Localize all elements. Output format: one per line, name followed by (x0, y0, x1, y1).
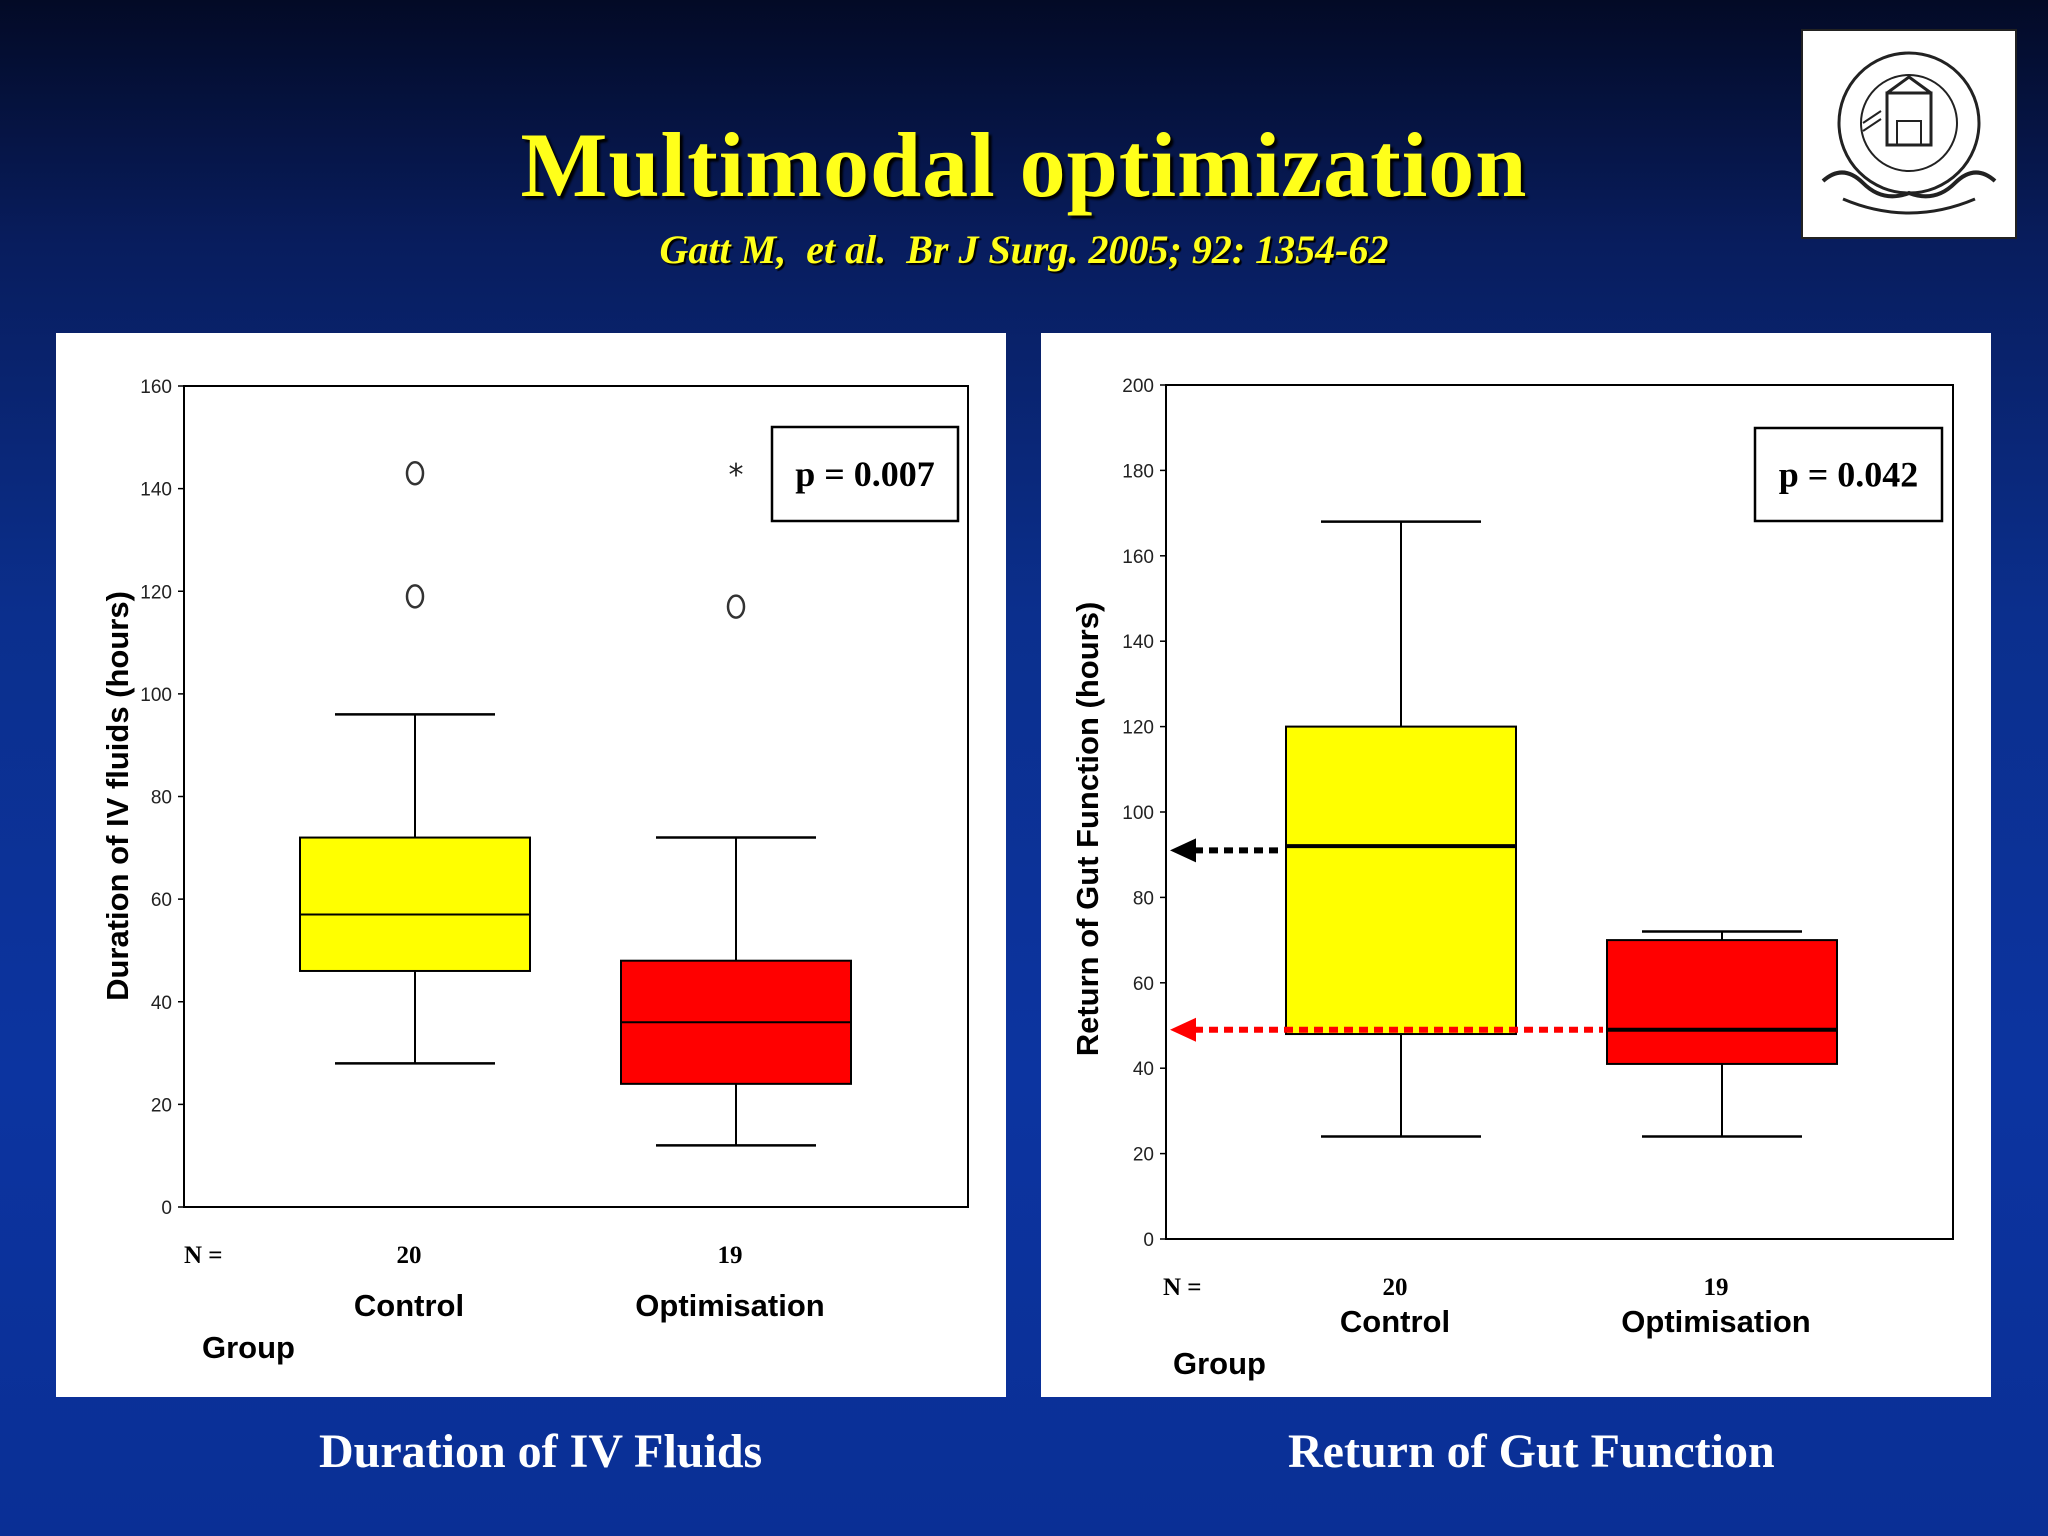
y-tick-label: 160 (1122, 547, 1154, 568)
p-value-box (770, 425, 960, 523)
arrow-head (1170, 838, 1196, 863)
box-optimisation (1606, 939, 1838, 1065)
y-tick-label: 80 (1133, 888, 1154, 909)
y-axis-label: Duration of IV fluids (hours) (100, 591, 135, 1001)
x-axis-label: Group (202, 1330, 295, 1365)
y-tick-label: 0 (161, 1198, 172, 1219)
arrow-head (1170, 1017, 1196, 1042)
n-count: 20 (1383, 1274, 1408, 1301)
y-tick-label: 60 (151, 890, 172, 911)
outlier-marker (726, 594, 746, 619)
y-tick-label: 20 (1133, 1145, 1154, 1166)
y-tick-label: 0 (1143, 1230, 1154, 1251)
slide-title: Multimodal optimization (520, 114, 1528, 216)
y-tick-label: 60 (1133, 974, 1154, 995)
y-tick-label: 140 (1122, 632, 1154, 653)
y-tick-label: 200 (1122, 376, 1154, 397)
gut-function-caption: Return of Gut Function (1288, 1425, 1775, 1478)
y-tick-label: 120 (140, 582, 172, 603)
n-count: 20 (397, 1242, 422, 1269)
y-axis-label: Return of Gut Function (hours) (1070, 602, 1105, 1057)
p-value-text: p = 0.007 (795, 454, 935, 494)
category-label: Control (1340, 1304, 1450, 1339)
extreme-outlier-marker: * (729, 458, 744, 493)
category-label: Optimisation (1621, 1304, 1810, 1339)
p-value-text: p = 0.042 (1779, 455, 1919, 495)
category-label: Optimisation (635, 1288, 824, 1323)
box-control (299, 836, 531, 972)
gut-function-chart-panel: 0 20 40 60 80 100 120 140 160 180 200 Return of Gut… (1041, 333, 1991, 1397)
outlier-marker (405, 460, 425, 486)
slide-citation: Gatt M, et al. Br J Surg. 2005; 92: 1354… (659, 227, 1389, 272)
n-count: 19 (718, 1242, 743, 1269)
box-control (1285, 725, 1517, 1036)
gut-function-boxplot: 0 20 40 60 80 100 120 140 160 180 200 Return of Gut… (1070, 376, 1954, 1381)
iv-fluids-boxplot: 0 20 40 60 80 100 120 140 160 Duration of IV flui… (100, 377, 969, 1365)
y-tick-label: 120 (1122, 718, 1154, 739)
y-tick-label: 20 (151, 1095, 172, 1116)
iv-fluids-chart-panel: 0 20 40 60 80 100 120 140 160 Duration of IV flui… (56, 333, 1006, 1397)
outlier-marker (405, 584, 425, 609)
category-label: Control (354, 1288, 464, 1323)
n-label: N = (184, 1242, 223, 1269)
y-tick-label: 160 (140, 377, 172, 398)
y-tick-label: 140 (140, 480, 172, 501)
n-count: 19 (1704, 1274, 1729, 1301)
y-tick-label: 80 (151, 788, 172, 809)
n-label: N = (1163, 1274, 1202, 1301)
y-tick-label: 100 (1122, 803, 1154, 824)
y-tick-label: 40 (1133, 1059, 1154, 1080)
hospital-logo (1801, 29, 2017, 239)
x-axis-label: Group (1173, 1346, 1266, 1381)
y-tick-label: 180 (1122, 461, 1154, 482)
iv-fluids-caption: Duration of IV Fluids (319, 1425, 763, 1478)
y-tick-label: 40 (151, 993, 172, 1014)
y-tick-label: 100 (140, 685, 172, 706)
p-value-box (1753, 426, 1944, 523)
